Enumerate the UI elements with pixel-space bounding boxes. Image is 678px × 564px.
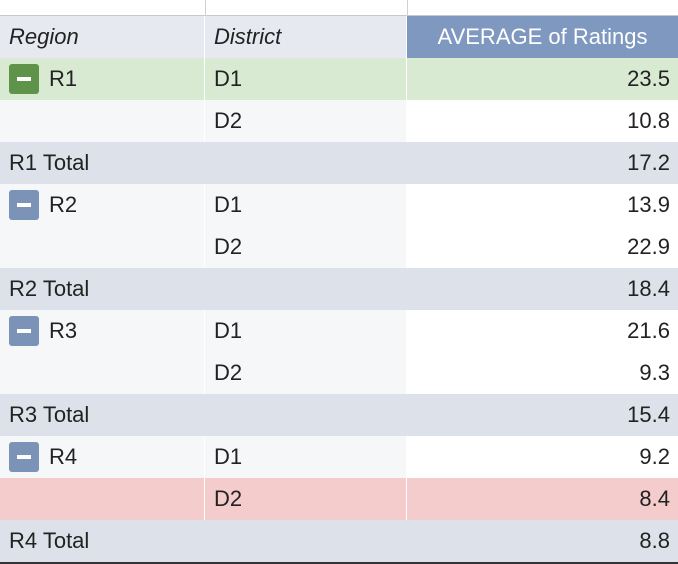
total-row: R3 Total 15.4	[0, 394, 678, 436]
data-row: R4 D1 9.2	[0, 436, 678, 478]
value-cell: 8.8	[407, 520, 678, 562]
district-cell: D2	[205, 478, 407, 520]
value-cell: 21.6	[407, 310, 678, 352]
total-row: R2 Total 18.4	[0, 268, 678, 310]
value-cell: 8.4	[407, 478, 678, 520]
district-cell: D2	[205, 352, 407, 394]
value-cell: 9.2	[407, 436, 678, 478]
data-row: R1 D1 23.5	[0, 58, 678, 100]
region-label: R4	[49, 444, 78, 469]
region-cell	[0, 100, 205, 142]
value-cell: 17.2	[407, 142, 678, 184]
total-label: R4 Total	[0, 520, 407, 562]
district-cell: D1	[205, 184, 407, 226]
grid-strip	[0, 0, 678, 16]
district-cell: D1	[205, 436, 407, 478]
total-label: R1 Total	[0, 142, 407, 184]
region-cell	[0, 352, 205, 394]
region-cell: R3	[0, 310, 205, 352]
district-cell: D2	[205, 226, 407, 268]
region-cell	[0, 226, 205, 268]
value-cell: 23.5	[407, 58, 678, 100]
collapse-button[interactable]	[9, 190, 39, 220]
header-row: Region District AVERAGE of Ratings	[0, 16, 678, 58]
region-cell: R4	[0, 436, 205, 478]
collapse-button[interactable]	[9, 316, 39, 346]
region-label: R1	[49, 66, 78, 91]
data-row: D2 22.9	[0, 226, 678, 268]
value-cell: 10.8	[407, 100, 678, 142]
district-cell: D1	[205, 58, 407, 100]
data-row: R2 D1 13.9	[0, 184, 678, 226]
collapse-button[interactable]	[9, 442, 39, 472]
region-cell: R2	[0, 184, 205, 226]
header-cell: District	[205, 16, 407, 58]
grid-line	[407, 0, 408, 16]
value-cell: 15.4	[407, 394, 678, 436]
value-cell: 18.4	[407, 268, 678, 310]
data-row: D2 9.3	[0, 352, 678, 394]
data-row: D2 10.8	[0, 100, 678, 142]
region-label: R3	[49, 318, 78, 343]
total-row: R1 Total 17.2	[0, 142, 678, 184]
data-row: D2 8.4	[0, 478, 678, 520]
total-row: R4 Total 8.8	[0, 520, 678, 562]
region-cell: R1	[0, 58, 205, 100]
collapse-button[interactable]	[9, 64, 39, 94]
border	[0, 562, 678, 564]
total-label: R2 Total	[0, 268, 407, 310]
region-cell	[0, 478, 205, 520]
header-cell: Region	[0, 16, 205, 58]
value-cell: 9.3	[407, 352, 678, 394]
total-label: R3 Total	[0, 394, 407, 436]
grid-line	[205, 0, 206, 16]
region-label: R2	[49, 192, 78, 217]
district-cell: D1	[205, 310, 407, 352]
value-cell: 22.9	[407, 226, 678, 268]
data-row: R3 D1 21.6	[0, 310, 678, 352]
district-cell: D2	[205, 100, 407, 142]
value-cell: 13.9	[407, 184, 678, 226]
header-cell: AVERAGE of Ratings	[407, 16, 678, 58]
